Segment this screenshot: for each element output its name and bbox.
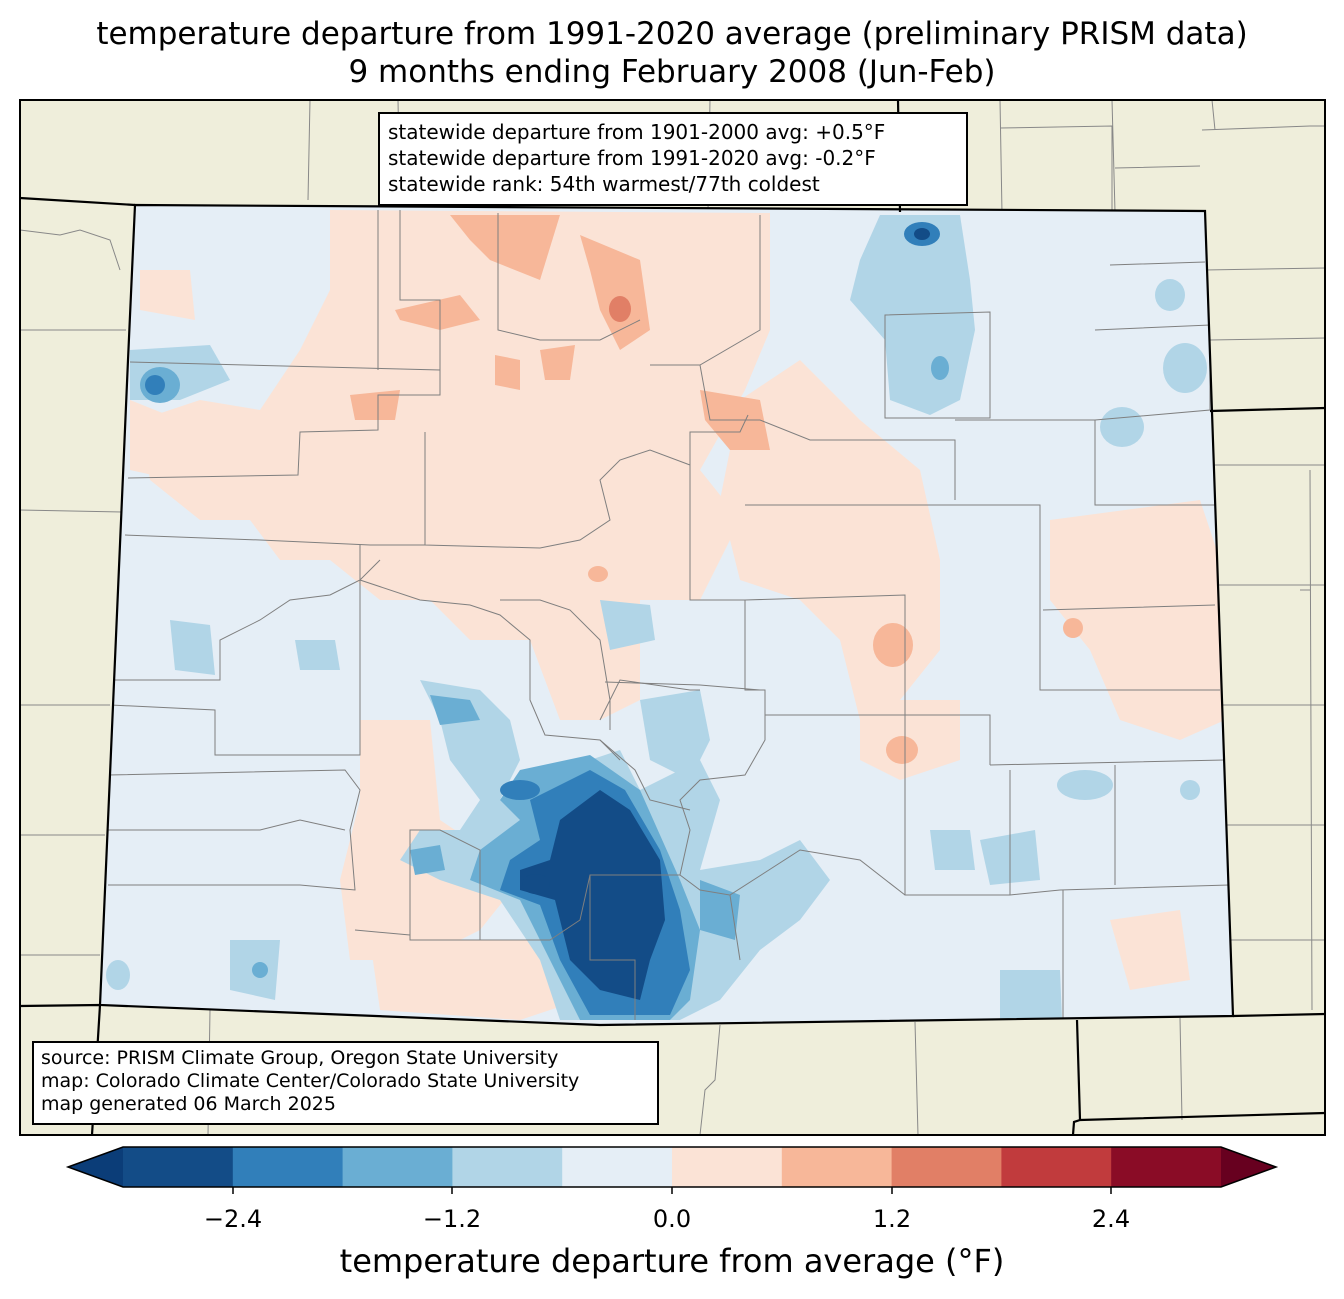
warm-anomaly-regions xyxy=(130,210,1225,1020)
statewide-stats-box: statewide departure from 1901-2000 avg: … xyxy=(378,112,968,206)
colorbar-bin xyxy=(891,1147,1002,1187)
colorbar-bin xyxy=(232,1147,344,1187)
colorbar-extend-high xyxy=(1221,1147,1276,1187)
colorbar-bin xyxy=(781,1147,893,1187)
stats-rank: statewide rank: 54th warmest/77th coldes… xyxy=(388,172,820,196)
coldest-anomaly-regions xyxy=(520,228,930,1000)
colorbar-tick-label: 1.2 xyxy=(872,1205,912,1233)
county-boundaries xyxy=(107,210,1231,1020)
colorado-state-boundary xyxy=(98,203,1235,1027)
colorbar-tick-label: 2.4 xyxy=(1091,1205,1131,1233)
colorbar-outline xyxy=(65,1146,1279,1188)
colorbar-label: temperature departure from average (°F) xyxy=(339,1242,1005,1280)
colorbar-bin xyxy=(562,1147,673,1187)
stats-departure-1901-2000: statewide departure from 1901-2000 avg: … xyxy=(388,120,886,144)
colorbar-bin xyxy=(342,1147,453,1187)
colorbar-tick-label: −2.4 xyxy=(203,1205,263,1233)
colorbar-bin xyxy=(672,1147,783,1187)
colorbar-extend-low xyxy=(68,1147,123,1187)
source-credits-box: source: PRISM Climate Group, Oregon Stat… xyxy=(32,1041,659,1125)
map-title: temperature departure from 1991-2020 ave… xyxy=(96,16,1248,52)
colorbar-bin xyxy=(1111,1147,1222,1187)
generated-date: map generated 06 March 2025 xyxy=(41,1093,336,1115)
map-credit: map: Colorado Climate Center/Colorado St… xyxy=(41,1070,580,1092)
map-subtitle: 9 months ending February 2008 (Jun-Feb) xyxy=(348,54,996,90)
colorbar-tick-label: 0.0 xyxy=(652,1205,692,1233)
stats-departure-1991-2020: statewide departure from 1991-2020 avg: … xyxy=(388,146,876,170)
colorbar-bin xyxy=(452,1147,563,1187)
colorado-temperature-field xyxy=(100,205,1233,1025)
colorbar-tick-label: −1.2 xyxy=(422,1205,482,1233)
colorbar xyxy=(65,1146,1279,1194)
colorbar-bin xyxy=(1001,1147,1112,1187)
source-credit: source: PRISM Climate Group, Oregon Stat… xyxy=(41,1047,559,1069)
colorbar-bin xyxy=(123,1147,234,1187)
map-frame xyxy=(19,99,1326,1136)
warmest-anomaly-spot xyxy=(609,296,631,322)
